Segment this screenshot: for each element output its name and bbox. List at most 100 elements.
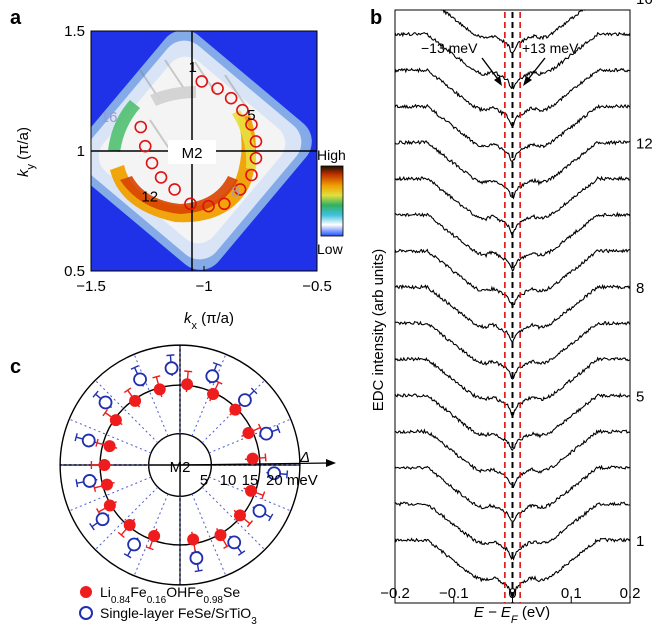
error-cap [194,569,203,573]
x-tick-label-b: 0 [508,585,516,602]
edc-label-16: 16 [636,0,653,8]
y-tick-label-a: 1.5 [64,23,85,40]
fermi-point-6 [249,135,263,148]
gap-point-li-8 [129,394,142,407]
gap-point-li-10 [181,378,194,391]
radial-axis-label: Δ [299,449,310,466]
gap-point-li-4 [100,478,113,491]
edc-curve-5 [395,392,630,451]
fermi-point-1 [195,75,209,88]
x-tick-label-b: 0.2 [620,585,641,602]
fermi-point-label: 1 [189,59,197,76]
gap-point-li-7 [109,414,122,427]
fermi-point-15 [145,156,159,170]
gap-point-li-3 [103,499,116,512]
legend-label-li: Li0.84Fe0.16OHFe0.98Se [100,584,240,606]
y-axis-label-b: EDC intensity (arb units) [370,249,387,412]
panel-b-ticks: −0.2 −0.1 0 0.1 0.2 [380,585,640,603]
error-cap [264,453,267,462]
radial-tick-label-3: 15 [242,472,259,489]
edc-curve-4 [395,428,630,489]
fermi-point-3 [224,91,238,105]
panel-label-b: b [370,7,382,29]
x-axis-label-b: E − EF (eV) [474,604,550,625]
edc-label-12: 12 [636,136,653,153]
error-cap [74,433,78,442]
gap-point-li-5 [98,459,111,471]
gap-point-fese-13 [227,535,242,550]
legend-marker-open [79,606,93,620]
radial-tick-label-2: 10 [220,472,237,489]
gap-point-fese-10 [259,426,274,441]
fermi-point-label: 5 [247,107,255,124]
gap-point-fese-6 [133,372,147,387]
fermi-point-label: 8 [231,184,239,201]
legend-marker-filled [80,586,92,598]
edc-curve-9 [395,248,630,309]
error-cap [102,408,109,417]
colorbar [320,165,344,237]
gap-point-fese-2 [95,512,110,527]
panel-label-c: c [10,356,21,378]
panel-label-a: a [10,7,22,29]
gap-point-fese-12 [252,503,267,518]
radial-arrowhead-icon [326,459,336,467]
gap-point-fese-14 [189,551,204,565]
fermi-point-5 [245,118,258,131]
radial-tick-labels: 5 10 15 20 meV [200,472,318,489]
edc-label-5: 5 [636,388,644,405]
edc-label-8: 8 [636,280,644,297]
gap-point-li-15 [245,484,258,497]
radial-tick-label-1: 5 [200,472,208,489]
error-cap [92,390,99,398]
fermi-point-8 [245,168,258,182]
edc-curve-7 [395,320,630,380]
x-tick-label-b: −0.2 [380,585,410,602]
fermi-point-10 [218,197,231,211]
legend: Li0.84Fe0.16OHFe0.98Se Single-layer FeSe… [79,584,257,625]
edc-curve-labels: 1 5 8 12 16 [636,0,653,550]
gap-point-fese-1 [127,537,142,552]
x-tick-label-b: 0.1 [561,585,582,602]
error-cap [123,553,132,559]
gap-point-li-16 [233,509,246,522]
gap-point-li-11 [207,388,220,401]
fermi-point-4 [236,103,249,117]
panel-a-ticks: −1.5 −1 −0.5 0.5 1 1.5 [64,23,332,295]
edc-curve-3 [395,464,630,523]
fermi-point-labels: 1 5 8 12 16 [101,59,256,206]
error-cap [95,438,99,447]
error-cap [286,470,289,479]
colorbar-high-label: High [317,147,346,163]
gap-point-li-17 [214,529,227,542]
error-cap [237,550,246,556]
error-cap [212,361,221,367]
gap-point-fese-8 [205,369,220,384]
error-cap [152,375,161,379]
x-tick-label-b: −0.1 [439,585,469,602]
gap-point-li-14 [246,452,259,465]
m2-label-a: M2 [182,145,203,162]
gap-point-fese-4 [81,433,96,448]
error-cap [268,513,274,522]
annotation-arrow-right [525,57,546,83]
annotation-plus-13: +13 meV [522,40,579,56]
gap-point-fese-9 [238,393,252,407]
error-cap [276,425,281,434]
edc-label-1: 1 [636,533,644,550]
error-cap [123,387,132,394]
error-cap [250,387,258,395]
y-tick-label-a: 0.5 [64,263,85,280]
x-tick-label-a: −1.5 [76,278,106,295]
y-axis-label-a: ky (π/a) [15,127,37,177]
fermi-point-16 [138,139,152,153]
fermi-point-17 [134,120,148,134]
m2-label-box-a [168,140,216,164]
error-cap [246,520,254,528]
fermi-point-label: 12 [141,188,158,205]
gap-point-fese-7 [164,361,179,376]
error-cap [89,522,95,531]
error-cap [130,365,139,370]
fermi-point-2 [211,82,224,95]
